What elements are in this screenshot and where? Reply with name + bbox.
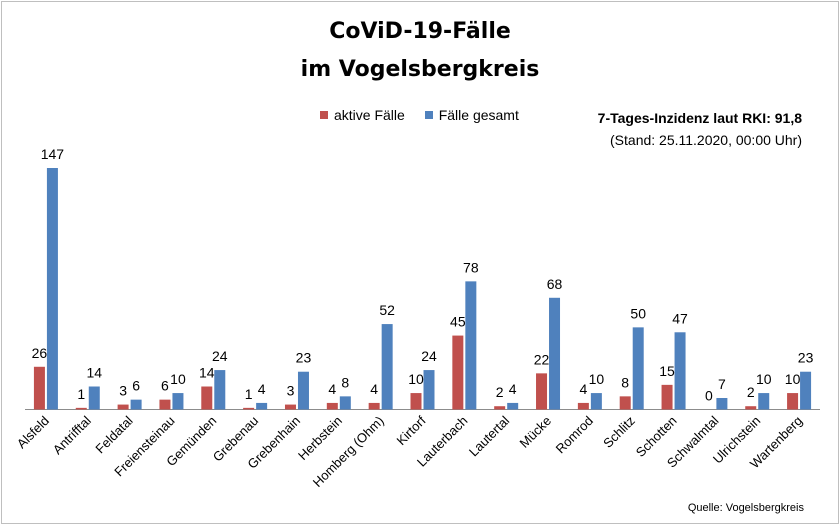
data-label: 45	[450, 314, 466, 330]
data-label: 26	[32, 345, 48, 361]
chart-legend: aktive Fälle Fälle gesamt	[320, 106, 535, 123]
data-label: 1	[245, 386, 253, 402]
data-label: 23	[296, 350, 312, 366]
bar-total	[381, 324, 393, 410]
data-label: 2	[747, 384, 755, 400]
data-label: 10	[589, 371, 605, 387]
bar-total	[172, 393, 184, 410]
data-label: 23	[798, 350, 814, 366]
bar-active	[661, 384, 673, 410]
bar-active	[368, 402, 380, 410]
category-label: Alsfeld	[14, 413, 52, 451]
bar-total	[549, 297, 561, 410]
data-label: 78	[463, 259, 479, 275]
bar-active	[201, 386, 213, 410]
category-label: Homberg (Ohm)	[310, 413, 387, 490]
incidence-value: 7-Tages-Inzidenz laut RKI: 91,8	[597, 110, 802, 126]
legend-swatch-active	[320, 111, 328, 119]
bar-total	[507, 402, 519, 410]
data-label: 1	[77, 386, 85, 402]
bar-total	[632, 327, 644, 410]
category-label: Mücke	[516, 413, 554, 451]
data-label: 24	[212, 348, 228, 364]
bar-total	[46, 168, 58, 410]
data-label: 14	[86, 365, 102, 381]
bar-total	[716, 398, 728, 410]
incidence-date: (Stand: 25.11.2020, 00:00 Uhr)	[610, 132, 802, 148]
bar-active	[452, 335, 464, 410]
bar-total	[339, 396, 351, 410]
data-label: 10	[170, 371, 186, 387]
bar-active	[536, 373, 548, 410]
category-label: Antrifftal	[50, 413, 94, 457]
source-note: Quelle: Vogelsbergkreis	[687, 502, 804, 514]
bar-active	[410, 393, 422, 410]
category-label: Romrod	[553, 413, 596, 456]
bar-active	[284, 404, 296, 410]
bar-total	[88, 386, 100, 410]
data-label: 14	[199, 365, 215, 381]
data-label: 4	[579, 381, 587, 397]
data-label: 10	[756, 371, 772, 387]
bar-total	[758, 393, 770, 410]
bar-active	[33, 366, 45, 410]
bar-total	[423, 370, 435, 410]
bar-active	[243, 407, 255, 410]
bar-active	[75, 407, 87, 410]
data-label: 68	[547, 276, 563, 292]
data-label: 2	[496, 384, 504, 400]
bar-active	[494, 406, 506, 410]
data-label: 10	[785, 371, 801, 387]
legend-label-active: aktive Fälle	[334, 107, 405, 123]
data-label: 3	[287, 383, 295, 399]
category-label: Schlitz	[600, 413, 638, 451]
bar-total	[214, 370, 226, 410]
data-label: 8	[621, 374, 629, 390]
category-label: Lautertal	[466, 413, 512, 459]
bar-total	[800, 371, 812, 410]
bar-active	[577, 402, 589, 410]
data-label: 6	[132, 378, 140, 394]
bar-active	[745, 406, 757, 410]
data-label: 50	[630, 305, 646, 321]
data-label: 3	[119, 383, 127, 399]
data-label: 7	[718, 376, 726, 392]
data-label: 22	[534, 351, 550, 367]
data-label: 4	[258, 381, 266, 397]
data-label: 6	[161, 378, 169, 394]
bar-total	[674, 332, 686, 410]
data-label: 147	[41, 146, 65, 162]
bar-total	[256, 402, 268, 410]
incidence-box: 7-Tages-Inzidenz laut RKI: 91,8 (Stand: …	[598, 107, 802, 151]
bar-active	[787, 393, 799, 410]
legend-swatch-total	[424, 111, 433, 119]
data-label: 52	[379, 302, 395, 318]
data-label: 4	[509, 381, 517, 397]
data-label: 4	[370, 381, 378, 397]
chart-title: CoViD-19-Fälle	[329, 19, 511, 44]
bar-active	[619, 396, 631, 410]
bar-active	[326, 402, 338, 410]
legend-item-total: Fälle gesamt	[424, 107, 519, 123]
data-label: 0	[705, 388, 713, 404]
legend-item-active: aktive Fälle	[320, 107, 405, 123]
bar-total	[297, 371, 309, 410]
bar-total	[130, 399, 142, 410]
bar-total	[590, 393, 602, 410]
bar-active	[159, 399, 171, 410]
data-label: 8	[341, 374, 349, 390]
data-label: 15	[659, 363, 675, 379]
legend-label-total: Fälle gesamt	[438, 107, 519, 123]
bar-total	[465, 281, 477, 410]
data-label: 47	[672, 310, 688, 326]
category-label: Kirtorf	[393, 413, 428, 448]
chart-subtitle: im Vogelsbergkreis	[300, 57, 540, 82]
data-label: 24	[421, 348, 437, 364]
bar-active	[117, 404, 129, 410]
data-label: 10	[408, 371, 424, 387]
data-label: 4	[328, 381, 336, 397]
